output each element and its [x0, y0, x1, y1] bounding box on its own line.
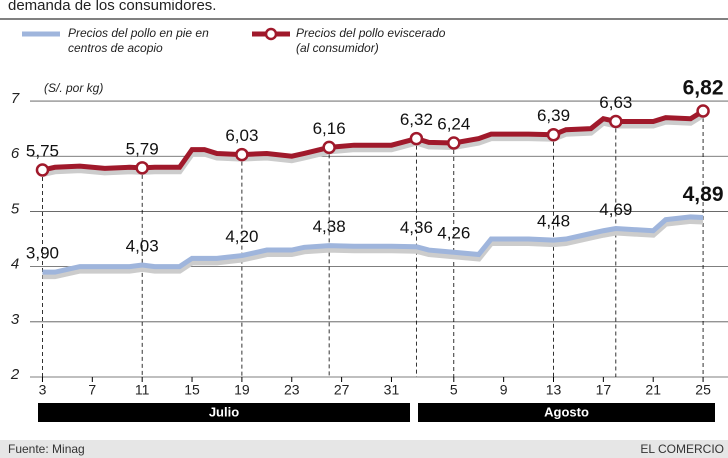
point-marker — [447, 136, 461, 150]
y-tick-label: 5 — [11, 200, 20, 217]
series-line — [42, 214, 704, 275]
data-label: 3,90 — [26, 244, 59, 263]
data-label: 4,69 — [599, 200, 632, 219]
point-marker — [135, 161, 149, 175]
y-tick-label: 2 — [10, 366, 20, 383]
y-tick-label: 7 — [11, 90, 20, 107]
data-label: 4,48 — [537, 212, 570, 231]
x-tick-label: 19 — [234, 382, 250, 398]
data-label: 4,03 — [126, 236, 159, 255]
x-tick-label: 5 — [450, 382, 458, 398]
month-bar — [38, 403, 410, 422]
point-marker — [409, 131, 424, 146]
data-label: 6,03 — [225, 126, 258, 145]
point-marker — [546, 127, 561, 142]
x-tick-label: 17 — [596, 382, 612, 398]
legend-label: Precios del pollo eviscerado (al consumi… — [296, 26, 446, 55]
data-label: 4,36 — [400, 218, 433, 237]
legend-label: Precios del pollo en pie en centros de a… — [68, 26, 209, 55]
data-label: 4,20 — [225, 227, 258, 246]
x-tick-label: 27 — [334, 382, 350, 398]
x-tick-label: 7 — [88, 382, 96, 398]
point-marker — [322, 140, 336, 155]
subtitle: demanda de los consumidores. — [8, 0, 216, 14]
x-tick-label: 11 — [135, 382, 150, 398]
x-tick-label: 25 — [695, 382, 711, 398]
x-tick-label: 13 — [546, 382, 562, 398]
point-marker — [35, 163, 50, 177]
x-tick-label: 31 — [384, 382, 400, 398]
data-label: 5,79 — [126, 139, 159, 158]
month-label: Julio — [209, 404, 239, 419]
x-tick-label: 9 — [500, 382, 508, 398]
x-tick-label: 23 — [284, 382, 300, 398]
footer — [0, 440, 728, 458]
data-label: 6,39 — [537, 106, 570, 125]
data-label: 6,32 — [400, 110, 433, 129]
line-shadow — [42, 217, 704, 280]
month-bar — [418, 403, 715, 422]
data-label: 6,24 — [437, 114, 470, 133]
point-marker — [696, 104, 710, 118]
point-marker — [235, 147, 249, 162]
legend-marker — [264, 27, 278, 41]
data-label: 6,63 — [599, 93, 632, 112]
source: Fuente: Minag — [8, 442, 85, 456]
x-tick-label: 3 — [39, 382, 47, 398]
y-axis-label: (S/. por kg) — [44, 81, 103, 95]
month-label: Agosto — [544, 404, 589, 419]
y-tick-label: 4 — [11, 256, 19, 273]
data-label: 4,89 — [683, 183, 724, 206]
data-label: 5,75 — [26, 142, 59, 161]
y-tick-label: 3 — [11, 311, 20, 328]
credit: EL COMERCIO — [640, 442, 724, 456]
x-tick-label: 15 — [184, 382, 200, 398]
data-label: 6,16 — [313, 119, 346, 138]
data-label: 6,82 — [683, 77, 724, 100]
data-label: 4,26 — [437, 224, 470, 243]
point-marker — [609, 114, 623, 129]
data-label: 4,38 — [313, 217, 346, 236]
x-tick-label: 21 — [645, 382, 661, 398]
y-tick-label: 6 — [11, 145, 20, 162]
